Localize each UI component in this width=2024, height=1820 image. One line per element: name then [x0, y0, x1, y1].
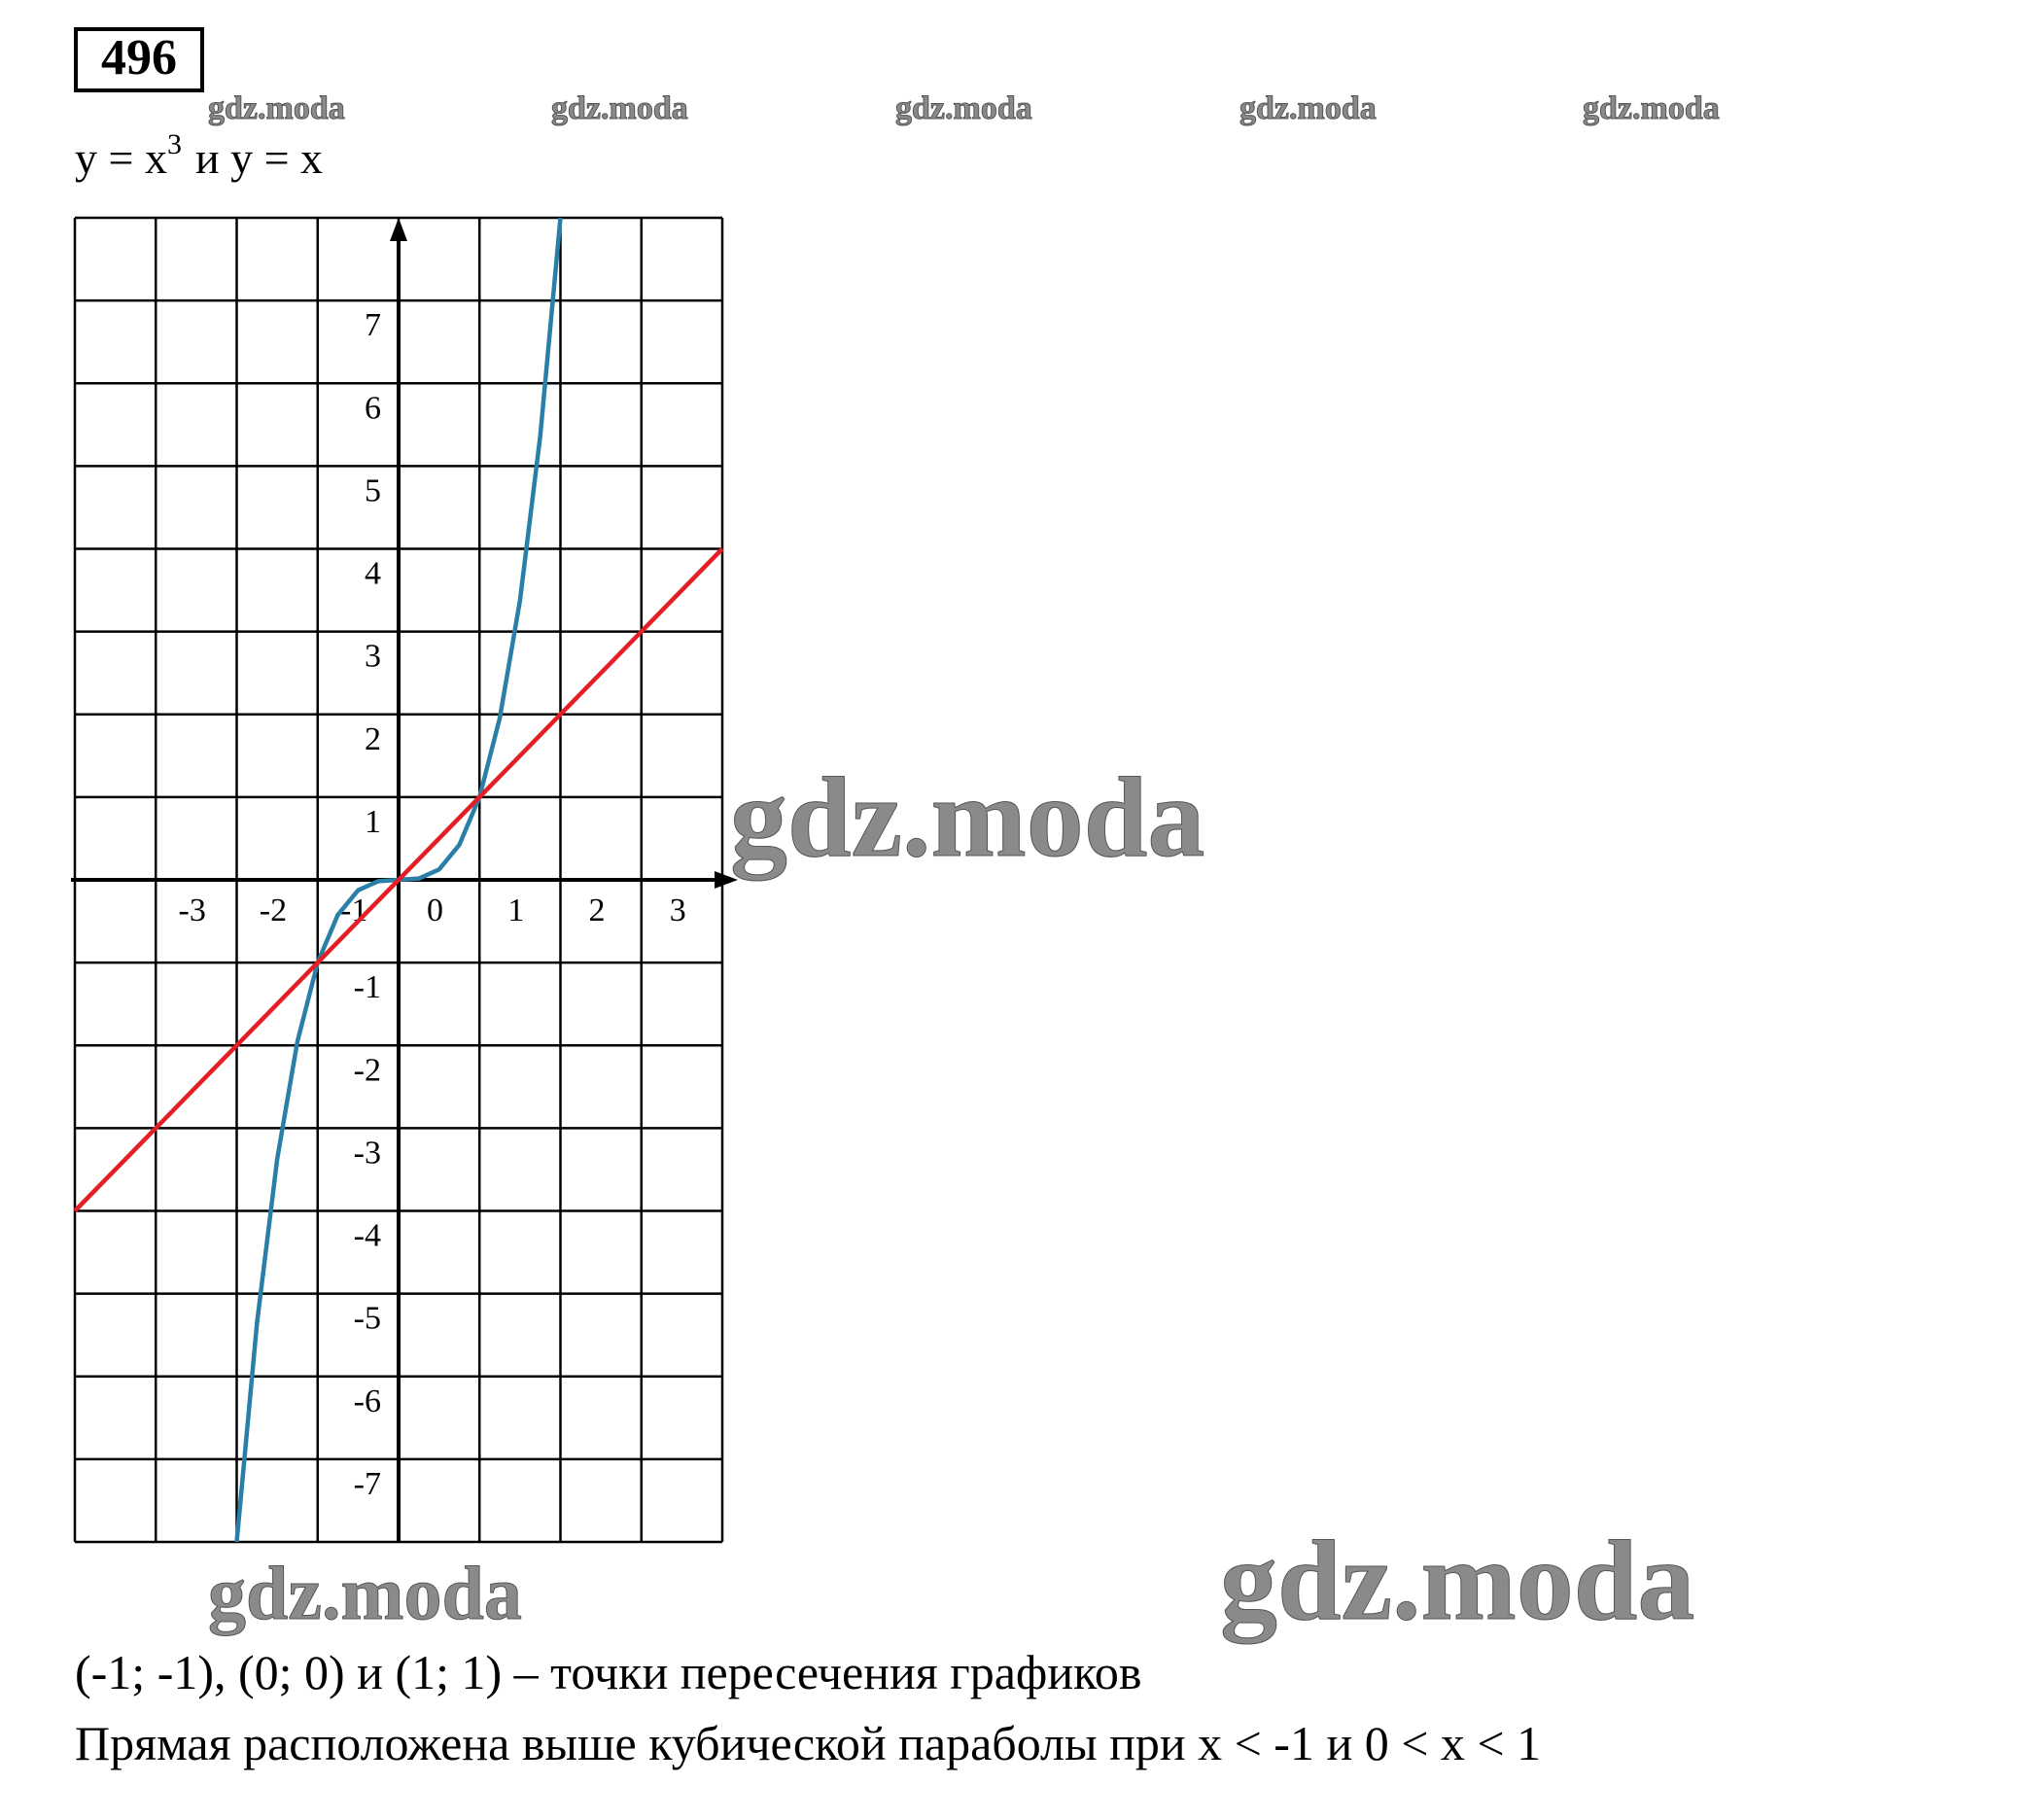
number-box [74, 27, 204, 92]
y-axis-arrow [390, 218, 407, 241]
title: y = x3 и y = x [75, 128, 323, 183]
watermark: gdz.moda [1220, 1517, 1694, 1644]
y-tick-label: -6 [354, 1383, 381, 1419]
y-tick-label: 5 [365, 472, 381, 508]
x-tick-label: 0 [427, 892, 443, 928]
y-tick-label: 1 [365, 804, 381, 840]
title-rest: и y = x [195, 133, 323, 183]
title-exponent: 3 [167, 128, 182, 160]
y-tick-label: -5 [354, 1301, 381, 1337]
answer-line: Прямая расположена выше кубической параб… [75, 1716, 1541, 1770]
curve [73, 546, 724, 1213]
x-tick-label: -3 [179, 892, 206, 928]
x-tick-label: 3 [670, 892, 686, 928]
y-tick-label: -1 [354, 969, 381, 1005]
y-tick-label: 3 [365, 639, 381, 675]
watermark: gdz.moda [551, 90, 688, 126]
watermark: gdz.moda [208, 90, 345, 126]
watermark: gdz.moda [1583, 90, 1720, 126]
y-tick-label: -4 [354, 1218, 381, 1254]
x-tick-label: -2 [260, 892, 287, 928]
x-axis-arrow [715, 871, 738, 889]
y-tick-label: 4 [365, 556, 381, 592]
y-tick-label: 6 [365, 390, 381, 426]
task-number: 496 [101, 30, 177, 86]
x-tick-label: 1 [507, 892, 524, 928]
watermark: gdz.moda [208, 1551, 522, 1635]
y-tick-label: 7 [365, 307, 381, 343]
y-tick-label: -3 [354, 1135, 381, 1171]
title-base: y = x [75, 133, 167, 183]
watermark: gdz.moda [1239, 90, 1377, 126]
watermark: gdz.moda [730, 753, 1204, 881]
watermark: gdz.moda [895, 90, 1032, 126]
watermark-group: gdz.moda gdz.moda gdz.moda gdz.moda gdz.moda… [208, 90, 1721, 1645]
x-tick-label: 2 [588, 892, 605, 928]
y-tick-label: -2 [354, 1052, 381, 1088]
answer-line: (-1; -1), (0; 0) и (1; 1) – точки пересе… [75, 1645, 1141, 1699]
y-tick-label: -7 [354, 1466, 381, 1502]
y-tick-label: 2 [365, 721, 381, 757]
